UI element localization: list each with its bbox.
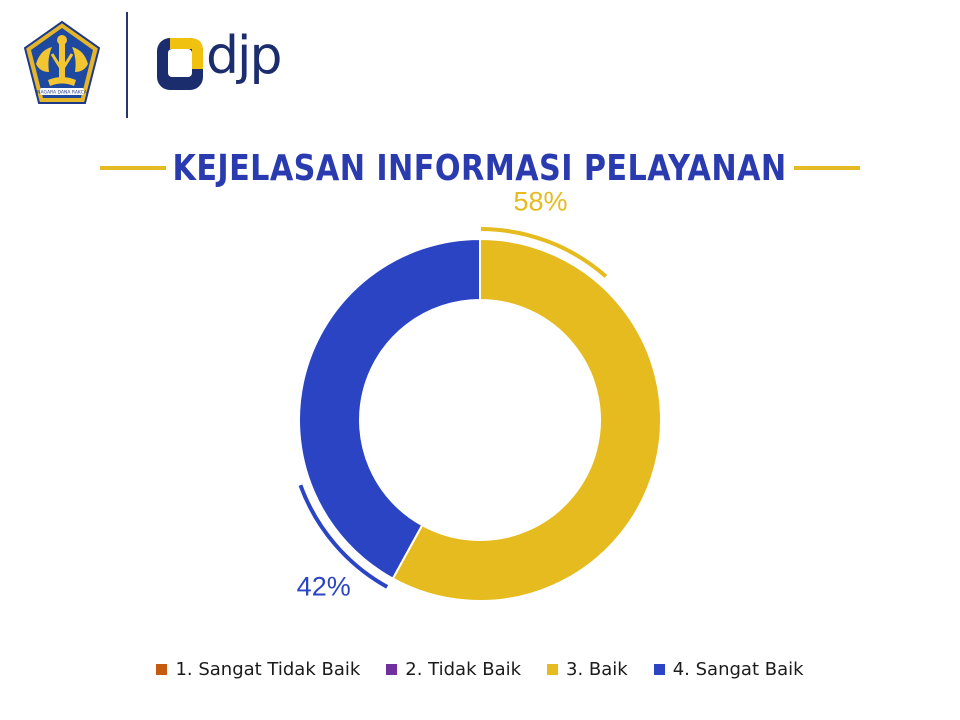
legend-item-baik: 3. Baik	[547, 659, 628, 680]
legend-label: 2. Tidak Baik	[405, 658, 522, 680]
legend-swatch	[547, 663, 559, 675]
legend-item-sangat-baik: 4. Sangat Baik	[653, 658, 804, 680]
chart-title-row: KEJELASAN INFORMASI PELAYANAN	[70, 146, 890, 190]
title-line-right	[793, 166, 860, 170]
djp-brand-text: djp	[206, 26, 282, 86]
emblem-caption: NAGARA DANA RAKCA	[37, 90, 88, 96]
data-label-leader-baik	[480, 227, 608, 278]
legend-item-tidak-baik: 2. Tidak Baik	[386, 659, 521, 680]
data-label-baik: 58%	[513, 186, 567, 216]
header: NAGARA DANA RAKCA djp	[0, 0, 960, 125]
title-line-left	[100, 166, 167, 170]
legend-swatch	[386, 663, 398, 675]
logo-divider	[126, 12, 128, 118]
chart-title: KEJELASAN INFORMASI PELAYANAN	[172, 147, 788, 189]
legend-label: 3. Baik	[566, 658, 628, 680]
chart-legend: 1. Sangat Tidak Baik 2. Tidak Baik 3. Baik…	[0, 656, 960, 682]
data-label-leader-sangat-baik	[298, 484, 389, 589]
kemenkeu-emblem-logo: NAGARA DANA RAKCA	[23, 20, 101, 104]
djp-logo-mark	[157, 38, 203, 90]
legend-item-sangat-tidak-baik: 1. Sangat Tidak Baik	[156, 659, 360, 680]
data-label-sangat-baik: 42%	[297, 571, 351, 601]
legend-label: 4. Sangat Baik	[672, 658, 804, 680]
legend-swatch	[653, 663, 665, 675]
donut-slice-sangat-baik	[298, 237, 481, 580]
legend-label: 1. Sangat Tidak Baik	[175, 658, 361, 680]
donut-slice-baik	[391, 237, 662, 602]
legend-swatch	[156, 663, 168, 675]
